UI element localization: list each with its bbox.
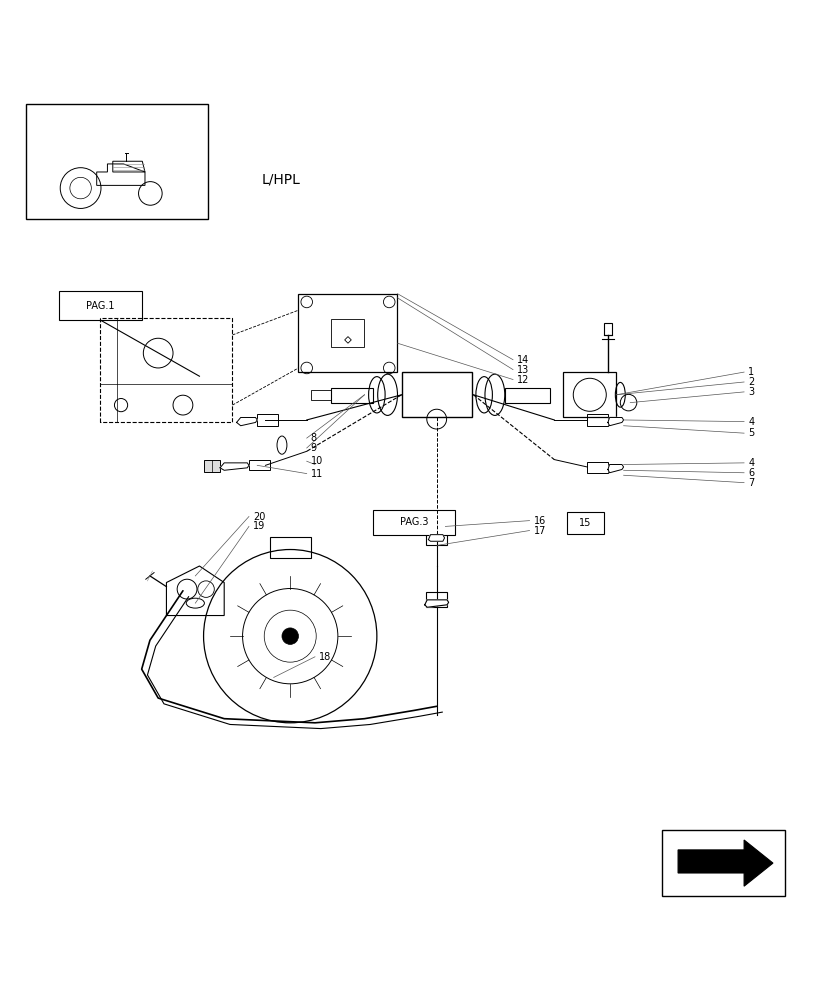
Text: 19: 19 xyxy=(253,521,265,531)
Text: 1: 1 xyxy=(748,367,753,377)
Bar xyxy=(257,414,278,426)
Bar xyxy=(331,319,364,347)
Circle shape xyxy=(282,628,298,644)
Text: 9: 9 xyxy=(310,443,317,453)
Polygon shape xyxy=(428,535,444,541)
Bar xyxy=(270,537,310,558)
Text: 5: 5 xyxy=(748,428,753,438)
Bar xyxy=(586,414,607,426)
Polygon shape xyxy=(424,600,448,607)
Text: L/HPL: L/HPL xyxy=(261,173,300,187)
Bar xyxy=(298,294,397,372)
Text: 3: 3 xyxy=(748,387,753,397)
Bar xyxy=(59,291,141,320)
Bar xyxy=(426,592,447,607)
Bar xyxy=(504,388,549,403)
Bar xyxy=(562,372,615,417)
Bar xyxy=(426,529,447,545)
Bar xyxy=(310,390,331,400)
Text: 4: 4 xyxy=(748,417,753,427)
Bar xyxy=(566,512,603,534)
Polygon shape xyxy=(607,417,623,426)
Text: 15: 15 xyxy=(578,518,590,528)
Text: 6: 6 xyxy=(748,468,753,478)
Bar xyxy=(586,462,607,473)
Polygon shape xyxy=(203,460,220,472)
Text: 8: 8 xyxy=(310,433,317,443)
Bar xyxy=(331,388,372,403)
Text: 17: 17 xyxy=(533,526,545,536)
Polygon shape xyxy=(677,840,772,886)
Text: 4: 4 xyxy=(748,458,753,468)
Bar xyxy=(372,510,455,535)
Bar xyxy=(661,830,784,896)
Text: 13: 13 xyxy=(517,365,528,375)
Text: 11: 11 xyxy=(310,469,323,479)
Polygon shape xyxy=(237,417,257,426)
Text: 10: 10 xyxy=(310,456,323,466)
Text: PAG.3: PAG.3 xyxy=(399,517,428,527)
Text: 12: 12 xyxy=(517,375,529,385)
Text: 2: 2 xyxy=(748,377,753,387)
Text: 18: 18 xyxy=(318,652,331,662)
Text: 7: 7 xyxy=(748,478,753,488)
Text: 16: 16 xyxy=(533,516,545,526)
Text: PAG.1: PAG.1 xyxy=(86,301,114,311)
Text: 20: 20 xyxy=(253,512,265,522)
Polygon shape xyxy=(607,465,623,473)
Bar xyxy=(603,323,611,335)
Polygon shape xyxy=(220,463,249,470)
Bar xyxy=(26,104,208,219)
Text: 14: 14 xyxy=(517,355,528,365)
Bar xyxy=(249,460,270,470)
Bar xyxy=(401,372,471,417)
